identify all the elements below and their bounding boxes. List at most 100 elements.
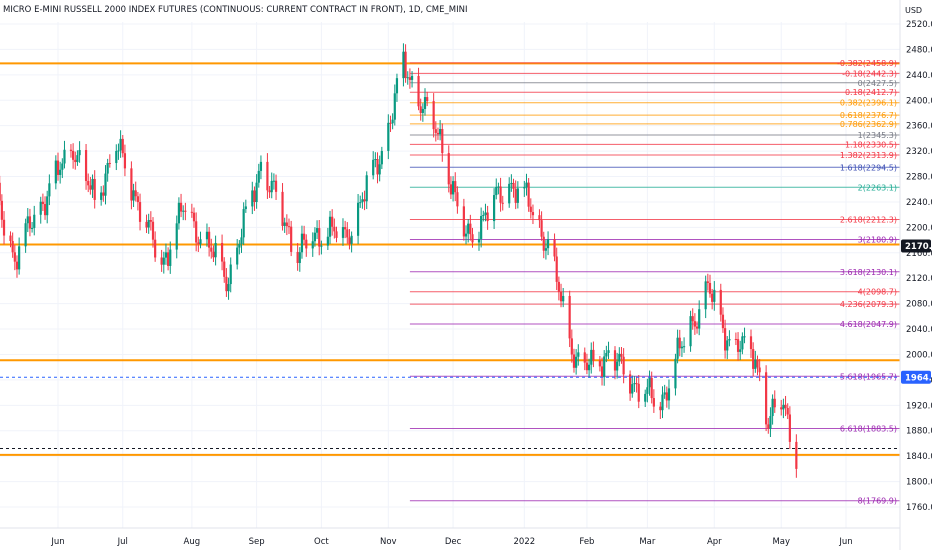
candle-body	[728, 338, 731, 341]
candle-body	[572, 354, 576, 368]
candle-body	[359, 202, 362, 204]
candle-body	[287, 226, 291, 228]
candle-body	[765, 372, 768, 425]
candle-body	[46, 196, 49, 216]
candle-body	[270, 180, 273, 193]
candle-body	[151, 221, 155, 240]
price-axis-tick-label: 2360.0	[906, 122, 932, 132]
candle-body	[387, 122, 390, 151]
candle-body	[480, 216, 483, 239]
fib-level-label: 3(2180.9)	[858, 236, 897, 245]
candle-body	[238, 244, 241, 248]
fib-level-label: 8(1769.9)	[858, 497, 897, 506]
candle-body	[771, 398, 774, 417]
candle-body	[212, 251, 215, 258]
candle-body	[303, 233, 306, 240]
fib-level-label: 4(2098.7)	[858, 288, 897, 297]
candle-body	[149, 220, 152, 222]
price-tag-box	[901, 239, 931, 253]
candle-body	[318, 228, 321, 247]
candle-body	[508, 183, 511, 204]
candle-body	[758, 367, 761, 373]
candle-body	[123, 153, 127, 169]
candle-body	[423, 97, 427, 109]
candle-body	[646, 387, 649, 394]
candle-body	[708, 282, 712, 294]
candle-body	[436, 132, 440, 135]
time-axis[interactable]: Jun Jul Aug Sep Oct Nov Dec 2022 Feb Mar Apr May Jun	[0, 527, 900, 547]
fib-level-label: 4.236(2079.3)	[840, 300, 897, 309]
candle-body	[26, 216, 29, 224]
candle-body	[54, 160, 57, 184]
candle-body	[449, 184, 453, 195]
price-axis-background	[900, 0, 932, 550]
candle-body	[711, 293, 714, 302]
candle-body	[119, 138, 122, 151]
candle-body	[89, 185, 92, 190]
candle-body	[752, 349, 755, 369]
candle-body	[607, 350, 610, 353]
dashed-price-lines	[0, 376, 900, 450]
candle-body	[605, 352, 608, 357]
candle-body	[333, 226, 336, 232]
candle-body	[223, 261, 226, 277]
price-axis-tick-label: 2400.0	[906, 96, 932, 106]
candle-body	[743, 336, 746, 338]
price-axis-tick-label: 2200.0	[906, 223, 932, 233]
candle-body	[678, 337, 681, 349]
candle-body	[417, 75, 420, 107]
candle-body	[117, 150, 120, 152]
price-axis-tick-label: 2480.0	[906, 45, 932, 55]
candle-body	[74, 159, 77, 163]
candle-body	[348, 237, 351, 244]
price-axis-tick-label: 1840.0	[906, 452, 932, 462]
price-axis-tick-label: 2080.0	[906, 300, 932, 310]
time-axis-tick-label: Aug	[184, 537, 201, 547]
price-axis-tick-label: 1920.0	[906, 401, 932, 411]
candle-body	[637, 383, 640, 402]
fib-level-label: 2.618(2212.3)	[840, 216, 897, 225]
candle-body	[486, 212, 489, 222]
candle-body	[15, 261, 19, 270]
candle-body	[115, 150, 118, 164]
time-axis-tick-label: Mar	[639, 537, 656, 547]
candle-body	[704, 281, 707, 310]
candle-body	[408, 77, 412, 80]
candle-body	[363, 199, 366, 202]
price-axis-tick-label: 2240.0	[906, 198, 932, 208]
candle-body	[622, 356, 625, 375]
price-axis[interactable]: 1760.01800.01840.01880.01920.01960.02000…	[906, 20, 932, 513]
candle-body	[236, 247, 239, 265]
candle-body	[160, 257, 163, 265]
candle-body	[441, 128, 444, 154]
candle-body	[91, 178, 94, 190]
candle-body	[39, 201, 42, 215]
candle-body	[380, 150, 383, 165]
fib-level-label: 0(2427.5)	[858, 79, 897, 88]
candle-body	[575, 356, 578, 368]
candle-body	[24, 223, 27, 247]
candle-body	[356, 202, 360, 236]
candle-body	[56, 160, 60, 175]
candle-body	[108, 162, 111, 164]
candle-body	[557, 281, 560, 292]
candle-body	[121, 138, 124, 154]
candle-body	[391, 119, 394, 124]
candle-body	[253, 190, 256, 203]
candle-body	[635, 383, 638, 385]
candle-body	[305, 239, 308, 249]
candle-body	[208, 231, 211, 248]
candle-body	[659, 406, 662, 411]
candle-body	[780, 407, 783, 410]
candle-body	[372, 159, 375, 176]
candle-body	[495, 187, 498, 196]
candle-body	[335, 231, 338, 238]
candle-body	[529, 206, 532, 213]
candle-body	[225, 276, 228, 292]
price-tag-box	[901, 370, 931, 384]
fib-level-label: 1.382(2313.9)	[840, 151, 897, 160]
candle-body	[365, 175, 368, 202]
candle-body	[501, 202, 504, 204]
